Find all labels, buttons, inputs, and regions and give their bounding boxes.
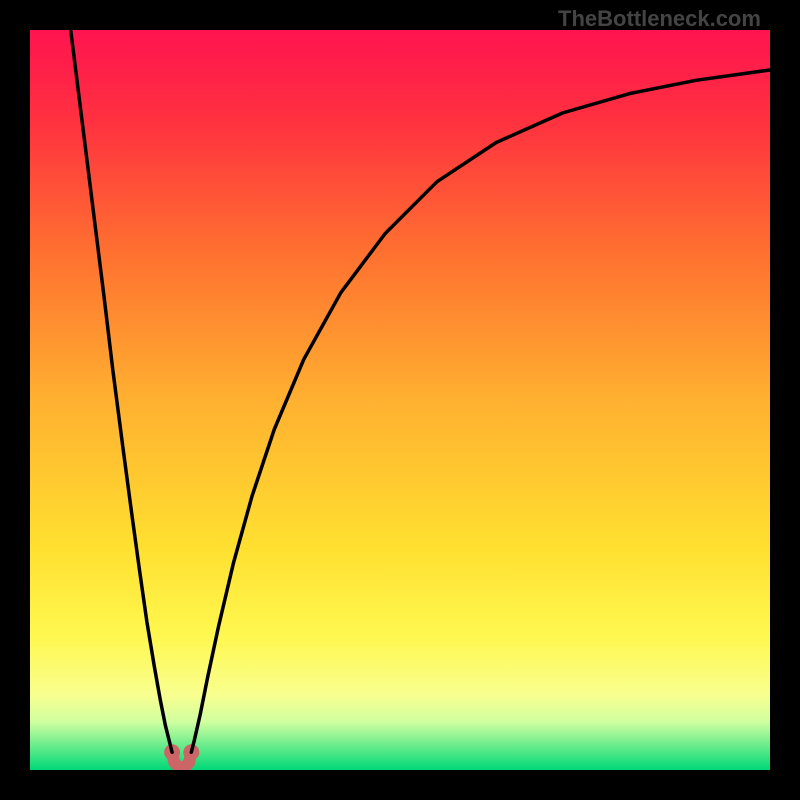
watermark-label: TheBottleneck.com xyxy=(558,6,761,32)
gradient-background xyxy=(30,30,770,770)
curve-svg xyxy=(30,30,770,770)
plot-area xyxy=(30,30,770,770)
chart-container: TheBottleneck.com xyxy=(0,0,800,800)
